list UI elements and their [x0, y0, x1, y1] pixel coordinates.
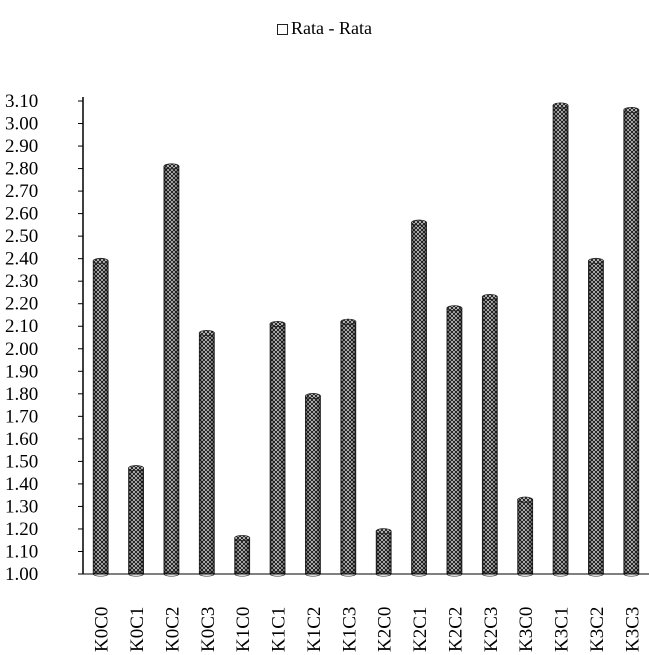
- y-tick-label: 2.20: [5, 294, 38, 315]
- y-tick-label: 2.70: [5, 181, 38, 202]
- y-tick-label: 2.50: [5, 226, 38, 247]
- x-tick-label: K2C0: [375, 607, 396, 652]
- y-tick-label: 1.50: [5, 451, 38, 472]
- x-axis: K0C0 K0C1 K0C2 K0C3 K1C0 K1C1 K1C2 K1C3 K2C0 K2C1…: [83, 573, 649, 652]
- x-tick-label: K3C2: [587, 607, 608, 652]
- y-tick-label: 1.40: [5, 474, 38, 495]
- x-tick-label: K2C2: [445, 607, 466, 652]
- bar: [128, 465, 144, 577]
- y-tick-label: 2.00: [5, 339, 38, 360]
- y-tick-label: 2.10: [5, 316, 38, 337]
- bar: [375, 528, 392, 577]
- y-tick-label: 1.70: [5, 406, 38, 427]
- x-tick-label: K1C2: [304, 607, 325, 652]
- x-tick-label: K3C3: [622, 607, 643, 652]
- y-tick-label: 2.40: [5, 249, 38, 270]
- y-tick-label: 3.10: [5, 91, 38, 112]
- y-axis: 1.001.101.201.301.401.501.601.701.801.90…: [5, 91, 84, 585]
- bar: [446, 305, 463, 577]
- y-tick-label: 1.80: [5, 384, 38, 405]
- y-tick-label: 2.30: [5, 271, 38, 292]
- x-tick-label: K2C1: [410, 607, 431, 652]
- y-tick-label: 1.20: [5, 519, 38, 540]
- bar: [305, 393, 321, 577]
- bar: [411, 219, 427, 577]
- x-tick-label: K0C1: [127, 607, 148, 652]
- legend-swatch-hatch-icon: [277, 24, 289, 35]
- bar: [198, 329, 215, 577]
- x-tick-label: K3C1: [552, 607, 573, 652]
- x-tick-label: K0C3: [198, 607, 219, 652]
- y-tick-label: 1.10: [5, 541, 38, 562]
- bar: [588, 257, 604, 577]
- legend-label: Rata - Rata: [291, 18, 372, 38]
- bar: [340, 318, 357, 577]
- x-tick-label: K0C0: [92, 607, 113, 652]
- bar: [163, 163, 180, 577]
- bars: [92, 102, 640, 577]
- y-tick-label: 1.60: [5, 429, 38, 450]
- bar: [269, 320, 286, 577]
- chart-legend: Rata - Rata: [0, 18, 649, 39]
- bar: [92, 257, 109, 577]
- x-tick-label: K3C0: [516, 607, 537, 652]
- bar: [552, 102, 569, 577]
- bar: [623, 107, 640, 577]
- x-tick-label: K1C0: [233, 607, 254, 652]
- x-tick-label: K1C1: [269, 607, 290, 652]
- y-tick-label: 1.30: [5, 496, 38, 517]
- x-tick-label: K0C2: [162, 607, 183, 652]
- y-tick-label: 3.00: [5, 114, 38, 135]
- x-tick-label: K1C3: [339, 607, 360, 652]
- y-tick-label: 2.90: [5, 136, 38, 157]
- y-tick-label: 1.00: [5, 564, 38, 585]
- bar: [481, 293, 498, 577]
- x-tick-label: K2C3: [481, 607, 502, 652]
- bar: [234, 534, 251, 577]
- bar: [517, 496, 534, 577]
- y-tick-label: 2.60: [5, 204, 38, 225]
- y-tick-label: 1.90: [5, 361, 38, 382]
- y-tick-label: 2.80: [5, 159, 38, 180]
